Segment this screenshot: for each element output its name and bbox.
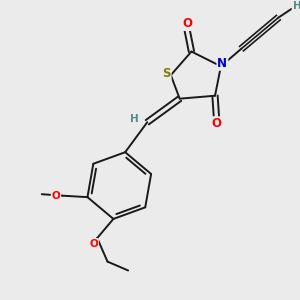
Text: N: N xyxy=(218,57,227,70)
Text: H: H xyxy=(130,114,138,124)
Text: O: O xyxy=(89,239,98,249)
Text: O: O xyxy=(212,117,221,130)
Text: O: O xyxy=(52,191,60,201)
Text: S: S xyxy=(162,67,171,80)
Text: H: H xyxy=(292,2,300,11)
Text: O: O xyxy=(182,17,192,30)
